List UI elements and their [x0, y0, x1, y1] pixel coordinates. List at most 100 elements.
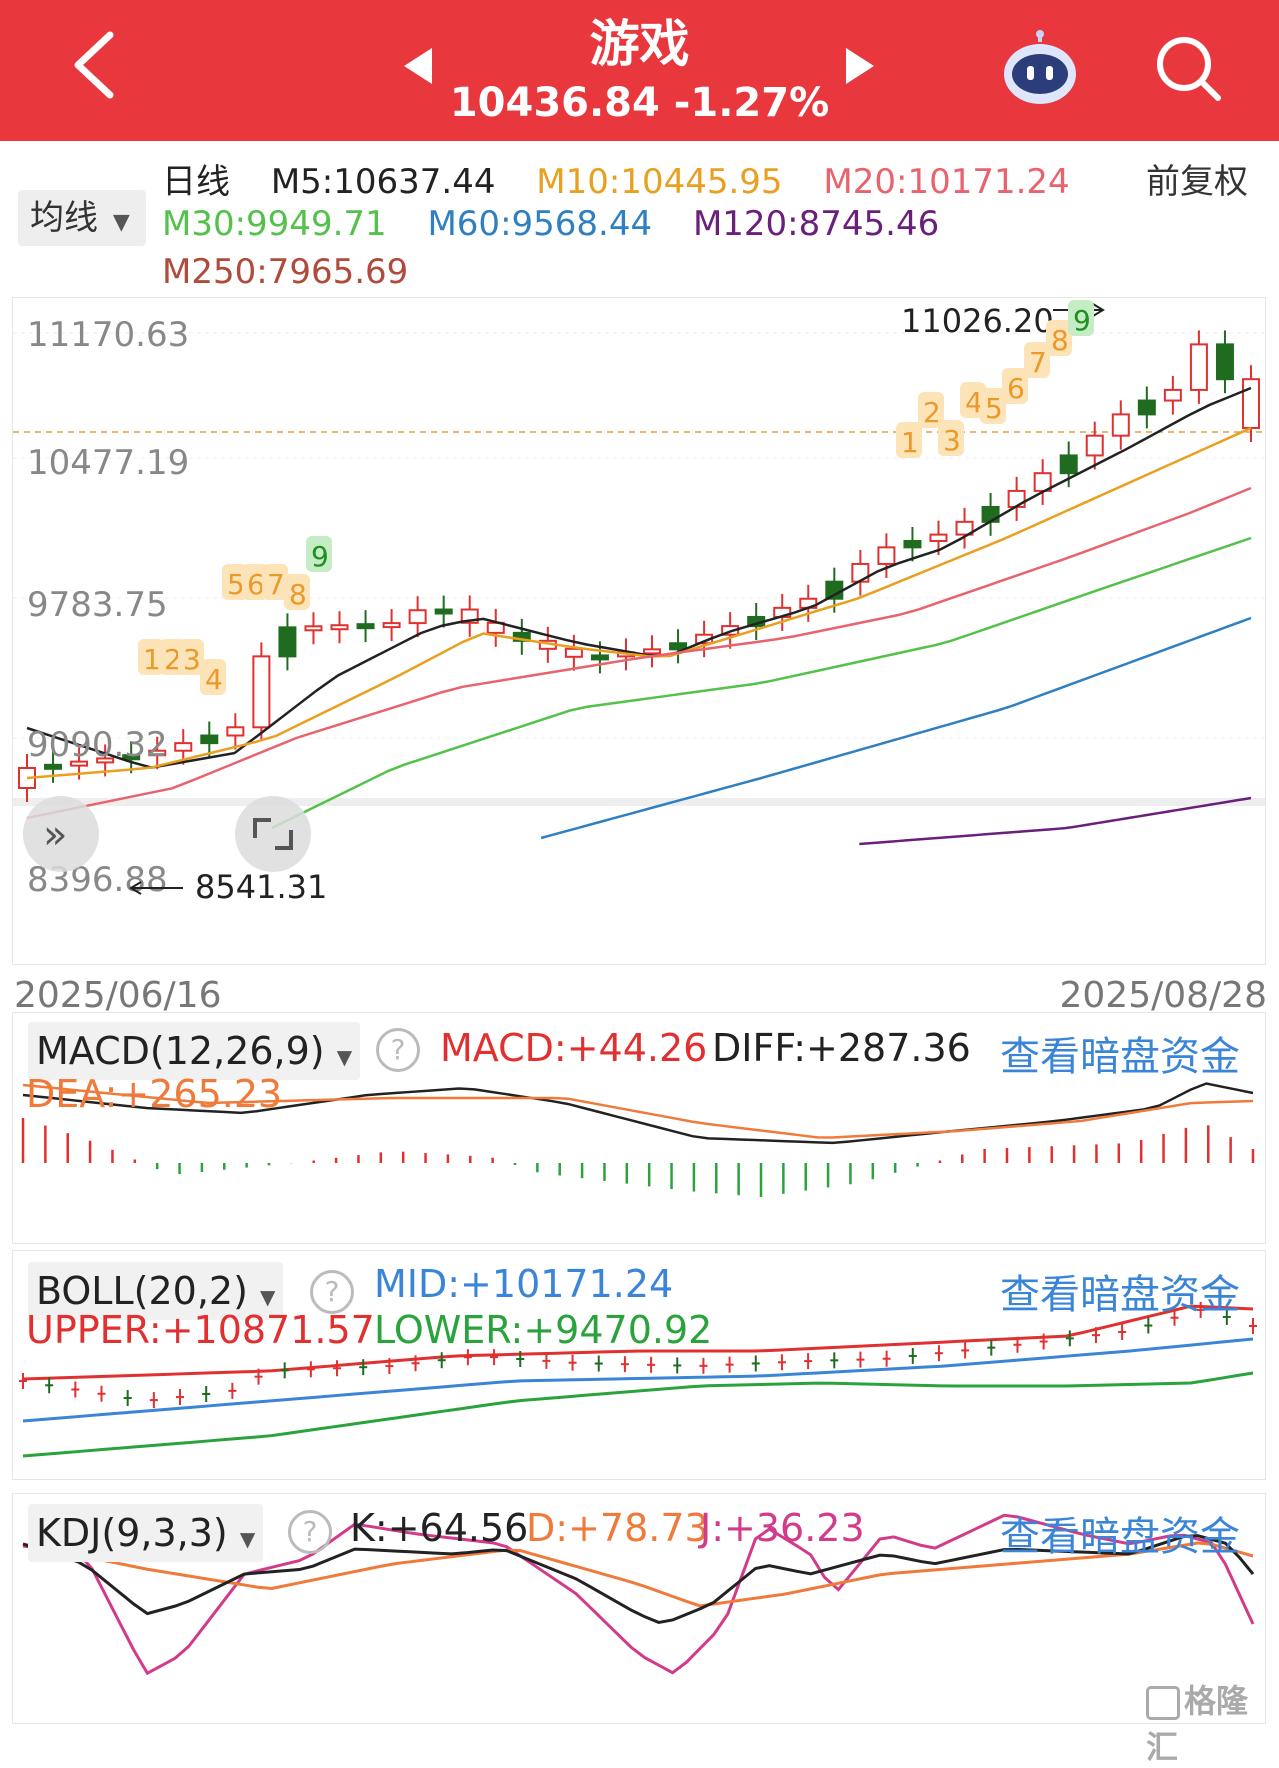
- candle: [512, 631, 531, 642]
- td-marker: 3: [183, 643, 201, 676]
- boll-select-button[interactable]: BOLL(20,2) ▼: [28, 1262, 284, 1320]
- watermark-icon: [1146, 1686, 1180, 1720]
- prev-triangle-icon[interactable]: [402, 46, 434, 86]
- candle: [903, 539, 922, 549]
- td-marker: 4: [205, 663, 223, 696]
- td-marker: 7: [1029, 346, 1047, 379]
- ma120-line: [859, 796, 1252, 846]
- help-icon[interactable]: ?: [376, 1028, 420, 1072]
- view-dark-pool-link-boll[interactable]: 查看暗盘资金: [1000, 1272, 1240, 1318]
- kline-chart[interactable]: 11170.6310477.199783.759090.328396.88110…: [13, 298, 1265, 964]
- robot-icon[interactable]: [1000, 28, 1080, 108]
- boll-lower-value: LOWER:+9470.92: [374, 1308, 713, 1352]
- help-icon[interactable]: ?: [310, 1270, 354, 1314]
- td-marker-bg: [242, 564, 268, 600]
- kdj-j-value: J:+36.23: [700, 1506, 865, 1550]
- td-marker-bg: [938, 420, 964, 456]
- candle: [877, 546, 896, 565]
- next-triangle-icon[interactable]: [844, 46, 876, 86]
- help-icon[interactable]: ?: [288, 1510, 332, 1554]
- chevron-down-icon: ▼: [112, 210, 130, 235]
- ma60-line: [540, 616, 1252, 840]
- ma20-line: [26, 486, 1252, 820]
- td-marker-bg: [284, 574, 310, 610]
- candle: [1007, 489, 1026, 508]
- candle: [70, 760, 89, 767]
- candle: [669, 642, 688, 651]
- candle: [1059, 454, 1078, 475]
- candle: [382, 622, 401, 629]
- kdj-select-button[interactable]: KDJ(9,3,3) ▼: [28, 1504, 264, 1562]
- ma5-value: M5:10637.44: [270, 162, 496, 202]
- boll-panel[interactable]: [12, 1250, 1266, 1480]
- td-marker: 5: [985, 392, 1003, 425]
- macd-value: MACD:+44.26: [440, 1026, 708, 1070]
- kline-chart-panel[interactable]: 11170.63 10477.19 9783.75 9090.32 8396.88 110…: [12, 297, 1266, 965]
- page-title: 游戏: [589, 15, 690, 73]
- td-marker-bg: [1024, 342, 1050, 378]
- period-label[interactable]: 日线: [162, 162, 230, 202]
- watermark-logo: 格隆汇: [1146, 1676, 1279, 1768]
- low-price-label: 8541.31: [195, 868, 327, 906]
- macd-panel[interactable]: [12, 1012, 1266, 1244]
- ma-row-3: M250:7965.69: [162, 252, 438, 292]
- boll-mid-line: [22, 1337, 1254, 1423]
- td-marker-bg: [1068, 300, 1094, 336]
- y-axis-label: 9783.75: [27, 585, 168, 625]
- low-arrow-head: [129, 881, 142, 895]
- view-dark-pool-link-macd[interactable]: 查看暗盘资金: [1000, 1034, 1240, 1080]
- kdj-k-line: [22, 1534, 1255, 1624]
- macd-chart: [21, 1082, 1255, 1197]
- kdj-chart: [22, 1513, 1255, 1676]
- macd-dea-line: [22, 1083, 1254, 1139]
- candle: [96, 757, 115, 764]
- ma20-value: M20:10171.24: [823, 162, 1070, 202]
- scroll-band: [13, 798, 1265, 806]
- candle: [226, 726, 245, 737]
- fullscreen-button: [235, 796, 311, 872]
- candle: [44, 763, 63, 770]
- search-icon[interactable]: [1154, 34, 1224, 104]
- td-marker-bg: [262, 564, 288, 600]
- macd-select-label: MACD(12,26,9): [36, 1029, 325, 1073]
- fullscreen-icon: [253, 818, 293, 850]
- kdj-select-label: KDJ(9,3,3): [36, 1511, 228, 1555]
- indicator-select-button[interactable]: 均线 ▼: [18, 190, 146, 246]
- candle: [1085, 434, 1104, 457]
- td-marker: 1: [143, 643, 161, 676]
- ma60-value: M60:9568.44: [427, 204, 653, 244]
- index-change: -1.27%: [673, 80, 830, 126]
- td-marker: 9: [1073, 304, 1091, 337]
- td-marker-bg: [960, 382, 986, 418]
- candle: [590, 654, 609, 661]
- indicator-select-label: 均线: [30, 198, 98, 238]
- adjust-label[interactable]: 前复权: [1146, 162, 1248, 202]
- candle: [1242, 378, 1260, 429]
- candle: [122, 754, 141, 761]
- chevron-down-icon: ▼: [260, 1285, 276, 1309]
- double-chevron-icon: »: [43, 812, 67, 858]
- td-marker: 2: [923, 396, 941, 429]
- back-arrow-icon[interactable]: [70, 30, 120, 100]
- candle: [1215, 343, 1234, 381]
- candle: [252, 655, 271, 729]
- td-marker: 9: [311, 540, 329, 573]
- macd-diff-line: [22, 1082, 1254, 1145]
- high-arrow-head: [1092, 303, 1105, 317]
- ma5-line: [26, 386, 1252, 769]
- ma250-value: M250:7965.69: [162, 252, 409, 292]
- td-marker: 6: [247, 568, 265, 601]
- macd-select-button[interactable]: MACD(12,26,9) ▼: [28, 1022, 361, 1080]
- ma10-value: M10:10445.95: [536, 162, 783, 202]
- candle: [174, 742, 193, 752]
- kdj-j-line: [22, 1513, 1255, 1676]
- boll-upper-line: [22, 1304, 1254, 1381]
- boll-upper-value: UPPER:+10871.57: [26, 1308, 375, 1352]
- td-marker-bg: [306, 536, 332, 572]
- td-marker-bg: [1002, 368, 1028, 404]
- candle: [1111, 413, 1130, 437]
- candle: [434, 608, 453, 615]
- candle: [278, 626, 297, 658]
- ma30-line: [271, 536, 1252, 830]
- view-dark-pool-link-kdj[interactable]: 查看暗盘资金: [1000, 1514, 1240, 1560]
